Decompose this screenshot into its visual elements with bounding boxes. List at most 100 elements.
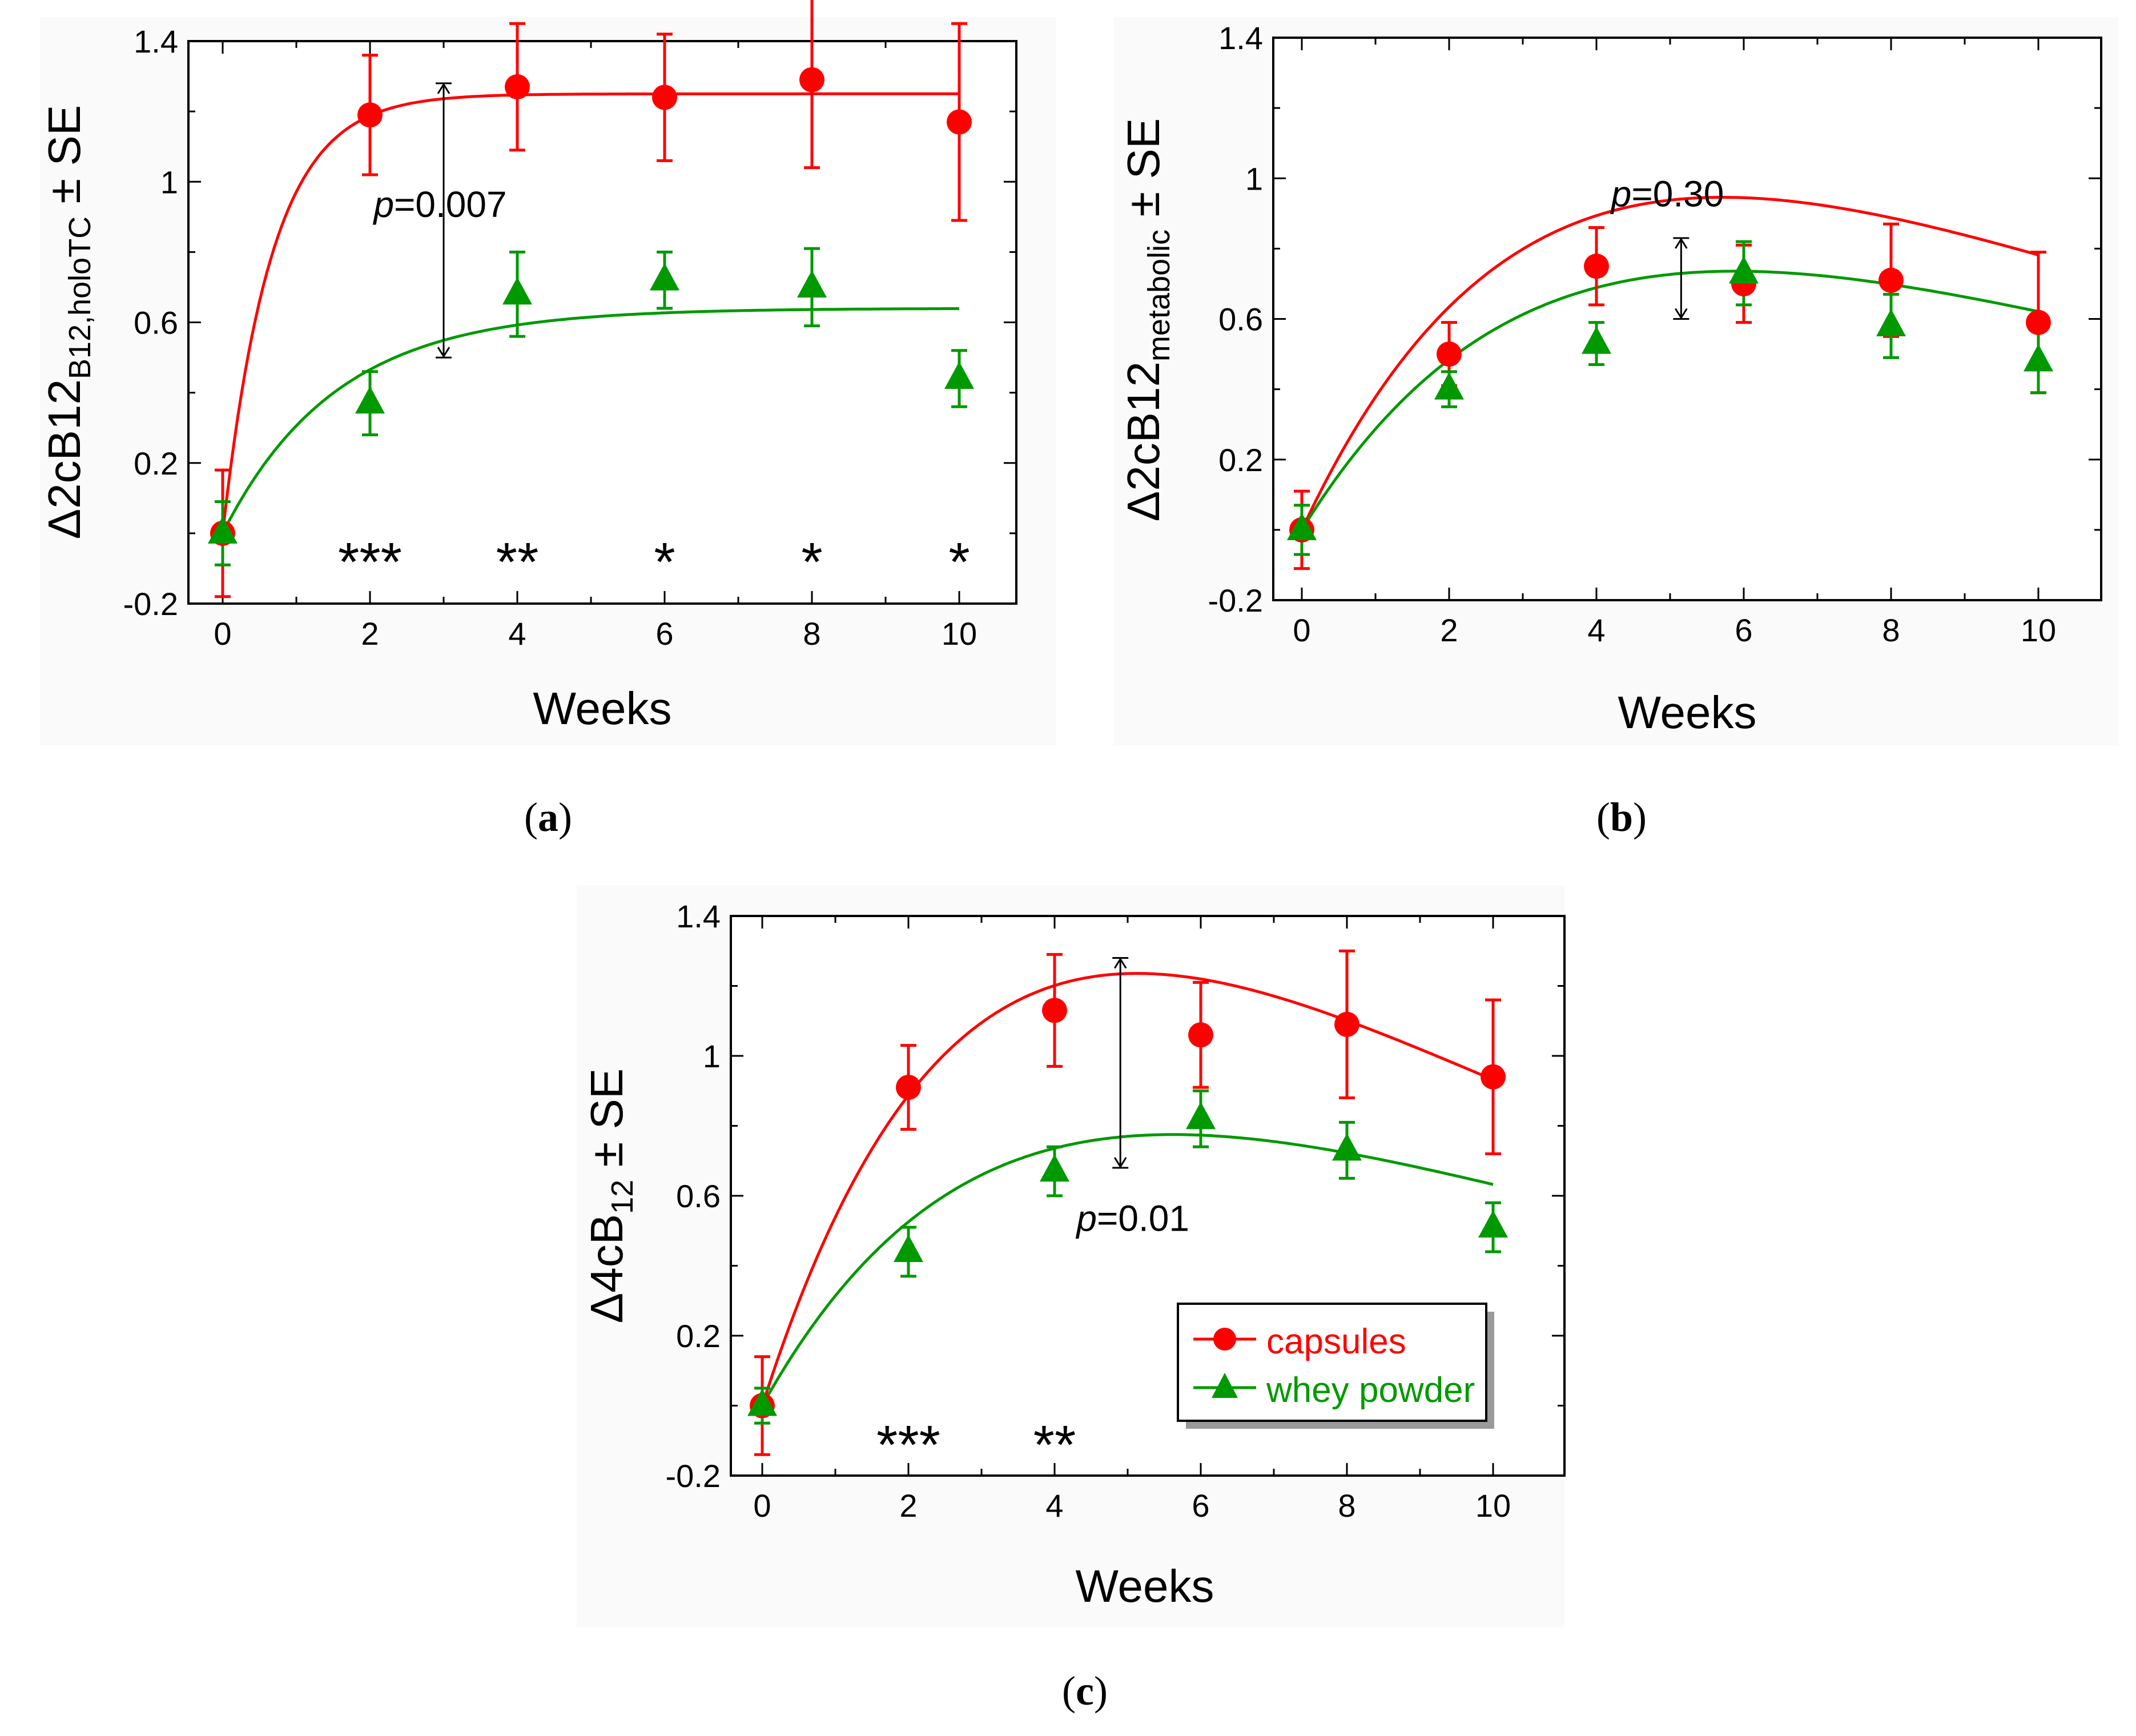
x-axis-label: Weeks [533,683,671,734]
data-point-whey [355,386,385,414]
p-value-label: p=0.007 [372,184,506,225]
y-tick-label: -0.2 [1208,582,1264,618]
x-tick-label: 0 [214,616,231,652]
significance-bracket [1112,957,1129,1169]
data-point-whey [502,277,532,305]
y-axis-label-suffix: ± SE [581,1068,632,1180]
y-tick-label: 0.6 [676,1178,721,1214]
y-axis-label-subscript: B12,holoTC [63,216,97,379]
data-point-capsules [1878,267,1904,293]
x-tick-label: 6 [655,616,673,652]
y-tick-label: 0.6 [1218,302,1263,337]
x-tick-label: 0 [753,1488,771,1524]
legend-marker-whey [1212,1373,1238,1398]
panel-label: b [1610,794,1633,840]
legend-label-whey: whey powder [1266,1371,1475,1410]
x-axis-label: Weeks [1618,687,1756,738]
significance-stars: * [654,532,675,593]
data-point-whey [1040,1154,1069,1182]
significance-stars: ** [1033,1414,1076,1476]
y-tick-label: 1.4 [134,23,178,59]
data-point-whey [2024,344,2053,372]
x-tick-label: 6 [1192,1488,1209,1524]
data-point-whey [1332,1133,1362,1161]
data-point-whey [797,270,827,298]
data-point-whey [1729,256,1759,284]
y-axis-label-subscript: 12 [605,1180,639,1214]
legend: capsules whey powder [1177,1303,1494,1429]
y-tick-label: 1.4 [676,898,721,934]
x-tick-label: 4 [508,616,526,652]
legend-label-capsules: capsules [1266,1322,1406,1361]
x-tick-label: 2 [1440,612,1458,648]
fit-curve-whey [1300,270,2039,531]
y-axis-label: Δ2cB12metabolic ± SE [1118,118,1176,521]
data-point-capsules [505,74,530,100]
significance-stars: *** [338,532,402,593]
significance-bracket [1673,237,1690,320]
data-point-capsules [1334,1011,1359,1037]
data-point-whey [650,263,679,291]
y-tick-label: 1 [703,1038,721,1074]
y-tick-label: 0.2 [134,445,178,481]
x-tick-label: 10 [2021,612,2056,648]
y-tick-label: 0.6 [134,305,178,341]
panel-caption: (b) [1596,794,1647,840]
p-value-label: p=0.30 [1610,174,1724,215]
data-point-whey [1876,308,1906,336]
y-axis-label-suffix: ± SE [39,105,90,216]
x-tick-label: 8 [1882,612,1900,648]
significance-stars: ** [496,532,539,593]
data-point-capsules [896,1075,921,1100]
x-axis-label: Weeks [1075,1561,1214,1612]
y-tick-label: -0.2 [666,1458,721,1494]
chart-panel-a: 0 2 4 6 8 10-0.20.20.611.4 p=0.007*** ** * * * We… [39,0,1056,840]
fit-curve-capsules [1300,196,2039,531]
y-tick-label: -0.2 [123,586,179,622]
significance-bracket [436,82,452,359]
panel-caption: (c) [1062,1668,1108,1714]
data-point-capsules [357,102,383,128]
data-point-capsules [652,85,677,110]
data-point-capsules [947,109,972,135]
x-tick-label: 6 [1735,612,1752,648]
data-point-whey [208,516,238,544]
x-tick-label: 0 [1293,612,1310,648]
data-point-whey [1478,1210,1508,1238]
y-tick-label: 0.2 [676,1318,721,1354]
data-point-whey [1287,512,1317,540]
data-point-whey [944,361,974,389]
y-axis-label-suffix: ± SE [1118,118,1169,230]
data-point-whey [747,1388,777,1416]
x-tick-label: 2 [899,1488,917,1524]
panel-label: a [538,794,558,840]
fit-curve-whey [221,307,959,535]
data-point-capsules [1042,998,1067,1023]
x-tick-label: 8 [803,616,820,652]
significance-stars: * [948,532,970,593]
y-axis-label-main: Δ4cB [581,1214,632,1323]
significance-stars: * [801,532,822,593]
x-tick-label: 4 [1587,612,1605,648]
data-point-capsules [1188,1022,1213,1048]
data-point-whey [894,1235,923,1262]
y-axis-label-main: Δ2cB12 [39,379,90,539]
plot-area [187,40,1017,605]
data-point-capsules [2026,310,2051,335]
data-point-whey [1186,1102,1216,1130]
y-tick-label: 0.2 [1218,442,1263,478]
y-tick-label: 1 [160,164,178,200]
x-tick-label: 10 [1475,1488,1511,1524]
y-tick-label: 1 [1245,160,1263,196]
data-point-capsules [1481,1064,1506,1090]
p-value-label: p=0.01 [1075,1197,1189,1239]
fit-curve-whey [761,1133,1494,1407]
chart-panel-b: 0 2 4 6 8 10 -0.2 0.2 0.6 1 1.4 p=0.30 Weeks Δ2cB1… [1113,17,2118,840]
data-point-capsules [1437,341,1462,367]
x-tick-label: 4 [1045,1488,1063,1524]
fit-curve-capsules [761,972,1494,1407]
x-tick-label: 2 [361,616,379,652]
fit-curve-capsules [221,92,959,534]
y-axis-label-subscript: metabolic [1142,230,1176,361]
